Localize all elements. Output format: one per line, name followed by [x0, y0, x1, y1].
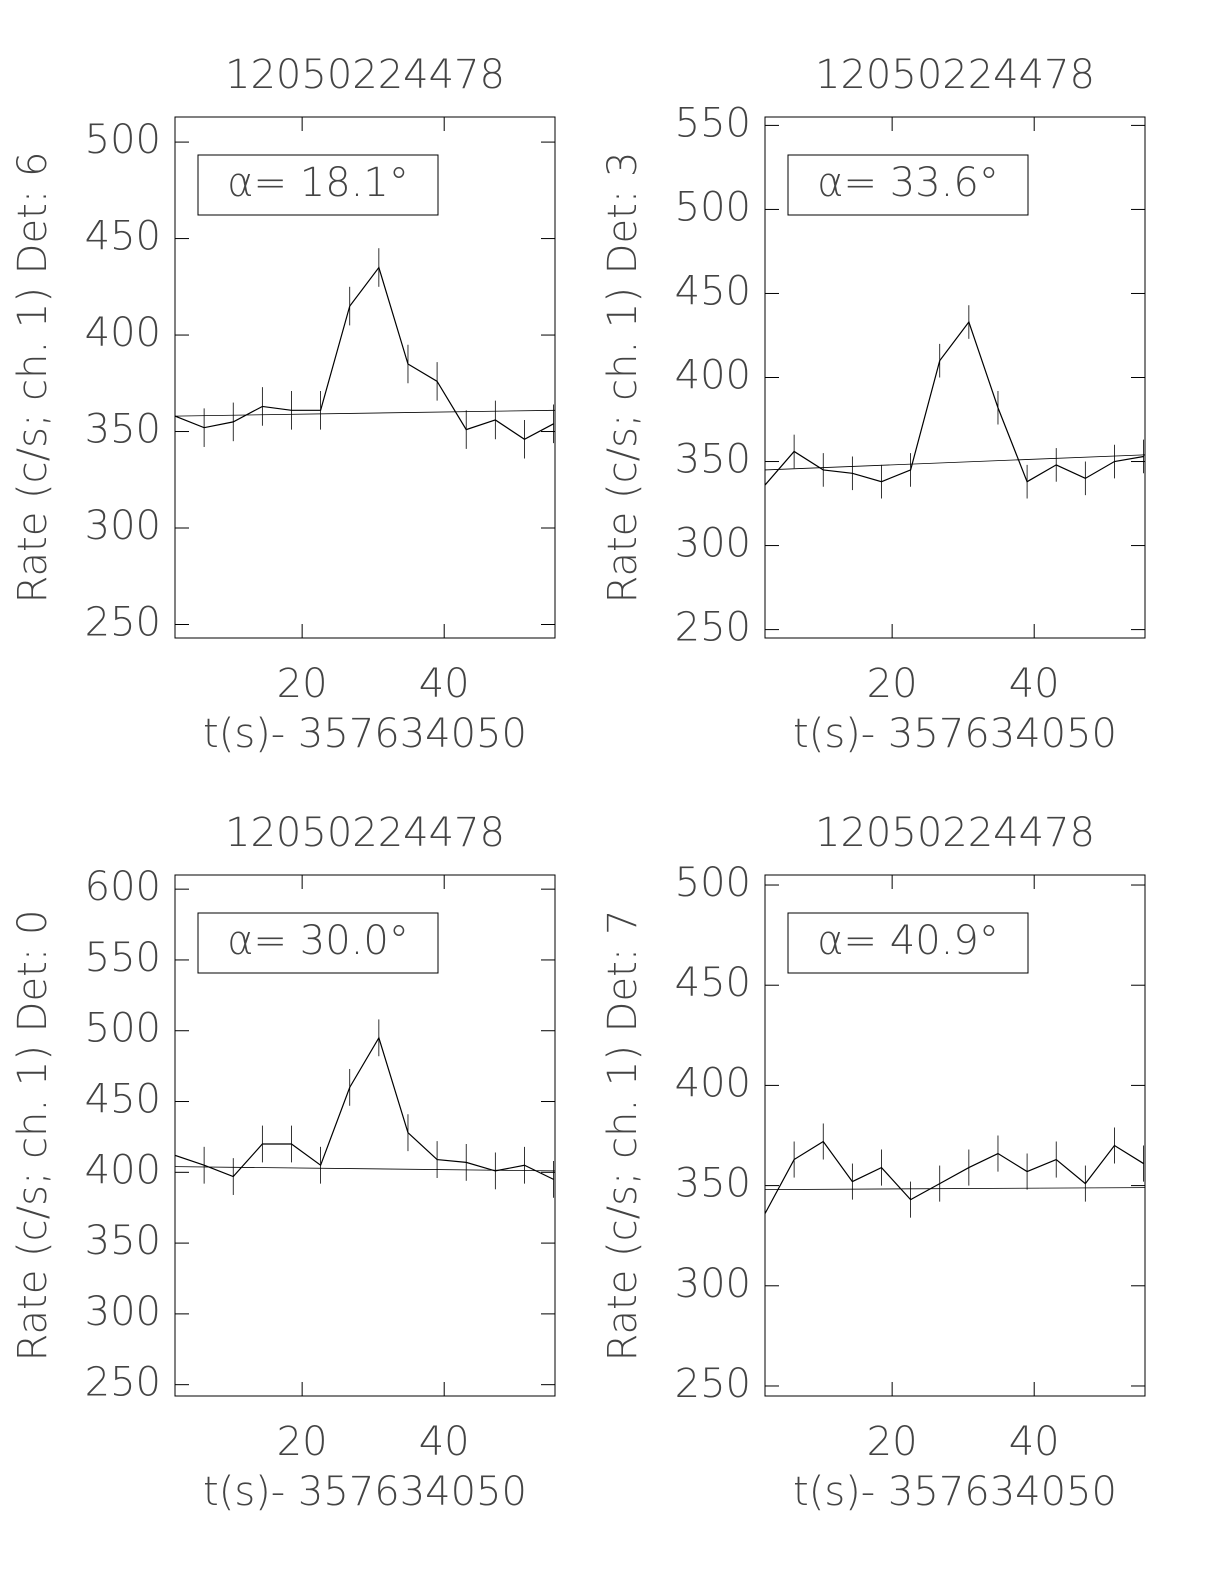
data-line	[175, 1036, 554, 1180]
y-tick-label: 600	[85, 864, 161, 910]
y-tick-label: 350	[85, 407, 161, 453]
panel-title: 12050224478	[225, 810, 505, 856]
panel: 12050224478 250 300 350 400 450 500 550 600 20 40t…	[10, 810, 556, 1515]
plot-area	[765, 305, 1145, 502]
y-axis-label: Rate (c/s; ch. 1) Det: 6	[10, 152, 56, 604]
y-tick-label: 400	[85, 310, 161, 356]
x-tick-label: 40	[419, 1419, 470, 1465]
fit-line	[765, 454, 1145, 471]
y-tick-label: 400	[85, 1147, 161, 1193]
y-tick-label: 250	[675, 605, 751, 651]
y-tick-label: 500	[85, 117, 161, 163]
y-tick-label: 450	[675, 268, 751, 314]
annotation-box	[787, 912, 1029, 974]
data-line	[765, 320, 1144, 486]
y-tick-label: 350	[675, 1161, 751, 1207]
y-tick-label: 550	[85, 935, 161, 981]
annotation-box	[197, 912, 439, 974]
y-tick-label: 300	[675, 1261, 751, 1307]
y-tick-label: 300	[85, 1289, 161, 1335]
fit-line	[765, 1187, 1145, 1191]
annotation: α= 18.1°	[227, 160, 409, 206]
y-tick-label: 450	[675, 960, 751, 1006]
annotation-box	[197, 154, 439, 216]
x-tick-label: 40	[1009, 1419, 1060, 1465]
x-tick-label: 20	[867, 661, 918, 707]
panel: 12050224478 250 300 350 400 450 500 20 40t(s)- 3…	[10, 52, 556, 757]
x-axis-label: t(s)- 357634050	[203, 1469, 527, 1515]
plot-area	[175, 1019, 555, 1198]
y-tick-label: 350	[675, 437, 751, 483]
panel: 12050224478 250 300 350 400 450 500 550 20 40t(s)…	[600, 52, 1146, 757]
x-tick-label: 40	[1009, 661, 1060, 707]
y-tick-label: 300	[85, 503, 161, 549]
y-axis-label: Rate (c/s; ch. 1) Det: 7	[600, 910, 646, 1362]
y-tick-label: 250	[85, 1360, 161, 1406]
panel-title: 12050224478	[815, 52, 1095, 98]
y-tick-label: 500	[675, 184, 751, 230]
y-axis-label: Rate (c/s; ch. 1) Det: 3	[600, 152, 646, 604]
panel-title: 12050224478	[815, 810, 1095, 856]
y-tick-label: 250	[675, 1361, 751, 1407]
annotation-box	[787, 154, 1029, 216]
x-tick-label: 40	[419, 661, 470, 707]
y-tick-label: 400	[675, 1060, 751, 1106]
x-axis-label: t(s)- 357634050	[793, 711, 1117, 757]
x-tick-label: 20	[867, 1419, 918, 1465]
x-axis-label: t(s)- 357634050	[203, 711, 527, 757]
y-tick-label: 550	[675, 100, 751, 146]
plot-area	[175, 248, 555, 459]
fit-line	[175, 409, 555, 417]
y-tick-label: 350	[85, 1218, 161, 1264]
axes-frame	[764, 874, 1146, 1397]
y-axis-label: Rate (c/s; ch. 1) Det: 0	[10, 910, 56, 1362]
panel-title: 12050224478	[225, 52, 505, 98]
annotation: α= 40.9°	[817, 918, 999, 964]
axes-frame	[174, 116, 556, 639]
y-tick-label: 500	[85, 1006, 161, 1052]
y-tick-label: 450	[85, 214, 161, 260]
y-tick-label: 450	[85, 1077, 161, 1123]
x-axis-label: t(s)- 357634050	[793, 1469, 1117, 1515]
data-line	[765, 1140, 1144, 1214]
axes-frame	[174, 874, 556, 1397]
y-tick-label: 500	[675, 860, 751, 906]
y-tick-label: 400	[675, 353, 751, 399]
annotation: α= 33.6°	[817, 160, 999, 206]
y-tick-label: 300	[675, 521, 751, 567]
plot-area	[765, 1123, 1145, 1232]
data-line	[175, 266, 554, 440]
x-tick-label: 20	[277, 661, 328, 707]
y-tick-label: 250	[85, 599, 161, 645]
panel: 12050224478 250 300 350 400 450 500 20 40t(s)- 3…	[600, 810, 1146, 1515]
x-tick-label: 20	[277, 1419, 328, 1465]
annotation: α= 30.0°	[227, 918, 409, 964]
